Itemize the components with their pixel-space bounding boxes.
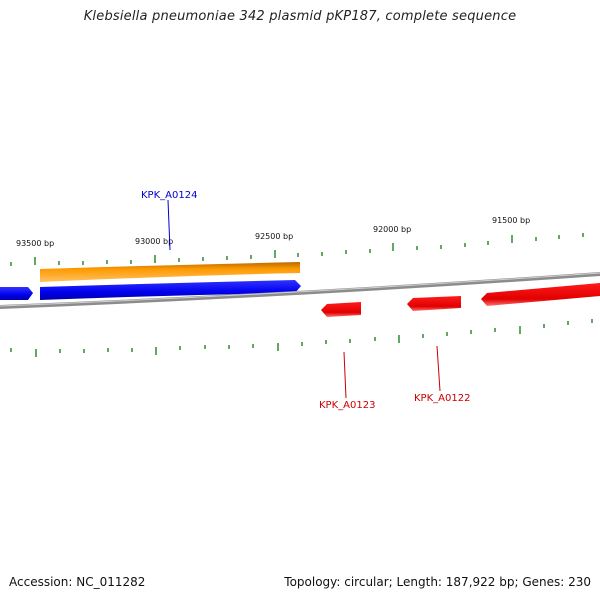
tick-label: 92000 bp (373, 225, 411, 234)
topology-info: Topology: circular; Length: 187,922 bp; … (284, 575, 591, 589)
label-leader-kpk-a0123 (343, 351, 347, 399)
tick-label: 91500 bp (492, 216, 530, 225)
outer-ticks (10, 233, 584, 266)
plasmid-backbone (0, 272, 600, 309)
label-leader-kpk-a0122 (436, 345, 441, 392)
gene-label-kpk-a0124[interactable]: KPK_A0124 (141, 190, 197, 201)
gene-arrow-reverse-right[interactable] (481, 283, 600, 306)
accession-info: Accession: NC_011282 (9, 575, 146, 589)
tick-label: 92500 bp (255, 232, 293, 241)
plasmid-backbone-highlight (0, 272, 600, 307)
gene-arrow-kpk-a0123[interactable] (321, 302, 361, 317)
inner-ticks (10, 319, 593, 357)
gene-arrow-kpk-a0122[interactable] (407, 296, 461, 311)
gene-label-kpk-a0122[interactable]: KPK_A0122 (414, 393, 470, 404)
tick-label: 93500 bp (16, 239, 54, 248)
orf-feature-bar[interactable] (40, 262, 300, 282)
map-title: Klebsiella pneumoniae 342 plasmid pKP187… (83, 9, 517, 24)
tick-label: 93000 bp (135, 237, 173, 246)
gene-arrow-kpk-a0124[interactable] (40, 280, 301, 300)
gene-arrow-forward-left[interactable] (0, 287, 33, 300)
gene-label-kpk-a0123[interactable]: KPK_A0123 (319, 400, 375, 411)
label-leader-kpk-a0124 (167, 199, 171, 251)
